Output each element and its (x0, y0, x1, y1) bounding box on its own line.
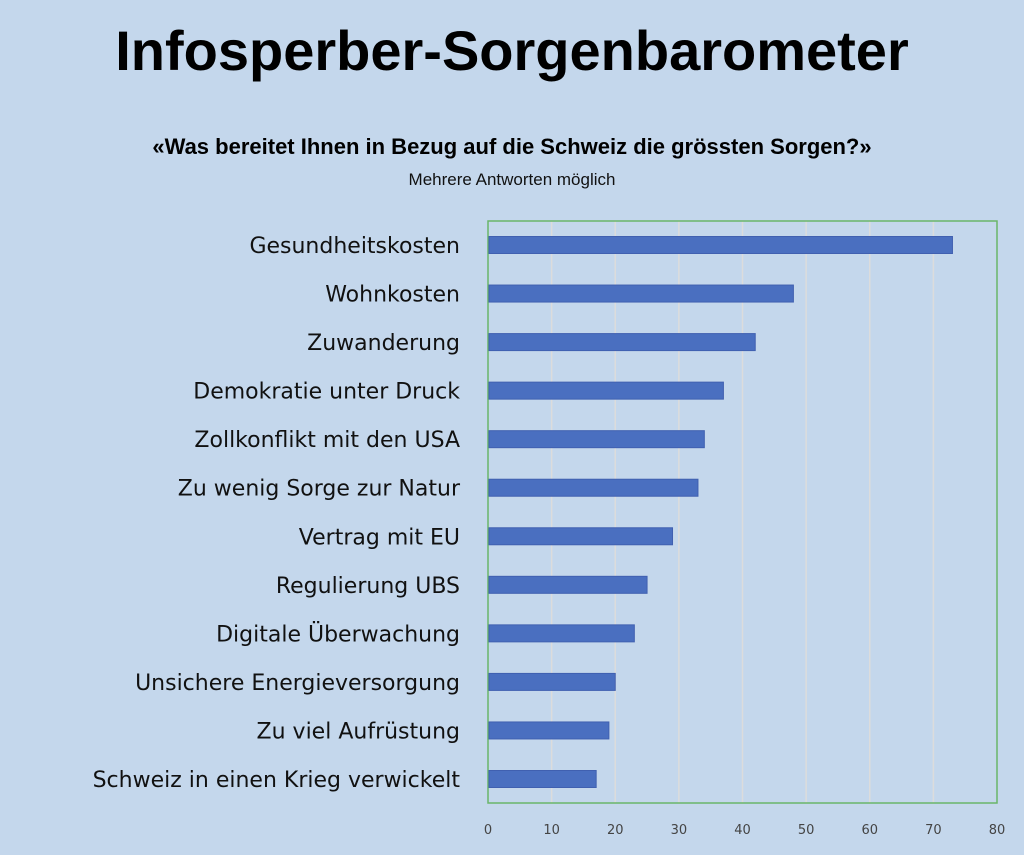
category-label: Regulierung UBS (276, 574, 460, 599)
bar (488, 430, 705, 449)
bar (488, 770, 597, 788)
bar (488, 381, 724, 400)
x-tick-label: 40 (734, 823, 751, 838)
category-label: Wohnkosten (325, 283, 460, 308)
bar (488, 624, 635, 643)
category-label: Zuwanderung (307, 331, 460, 356)
x-tick-label: 70 (925, 823, 942, 838)
x-tick-label: 80 (989, 823, 1006, 838)
bar (488, 333, 756, 352)
bar (488, 478, 699, 497)
x-tick-label: 50 (798, 823, 815, 838)
x-tick-label: 60 (861, 823, 878, 838)
chart-title: Infosperber-Sorgenbarometer (115, 19, 909, 82)
category-label: Zu wenig Sorge zur Natur (178, 477, 461, 502)
category-label: Unsichere Energieversorgung (135, 671, 460, 696)
category-label: Digitale Überwachung (216, 621, 460, 647)
chart-subtitle: «Was bereitet Ihnen in Bezug auf die Sch… (152, 134, 872, 159)
category-label: Gesundheitskosten (249, 234, 460, 259)
bar (488, 236, 953, 254)
x-tick-label: 0 (484, 823, 492, 838)
category-label: Zu viel Aufrüstung (257, 719, 460, 744)
bar (488, 527, 674, 546)
bar (488, 575, 648, 594)
chart-note: Mehrere Antworten möglich (408, 170, 616, 189)
category-label: Schweiz in einen Krieg verwickelt (93, 768, 461, 793)
x-tick-label: 10 (543, 823, 560, 838)
x-tick-label: 30 (671, 823, 688, 838)
plot-border (487, 220, 998, 804)
category-label: Demokratie unter Druck (193, 380, 460, 405)
category-label: Vertrag mit EU (299, 525, 460, 550)
x-tick-label: 20 (607, 823, 624, 838)
bar (488, 721, 610, 740)
bar (488, 284, 794, 303)
bar (488, 672, 616, 691)
category-label: Zollkonflikt mit den USA (194, 428, 460, 453)
